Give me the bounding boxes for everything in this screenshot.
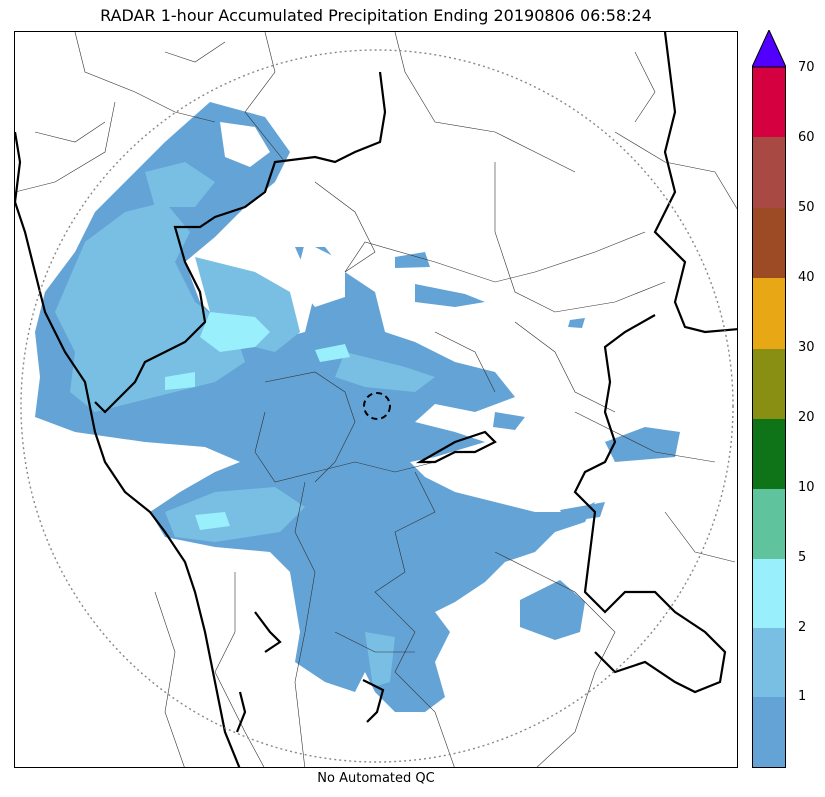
colorbar-tick-label: 70 <box>798 60 815 75</box>
colorbar-band-1 <box>752 628 786 697</box>
colorbar-band-8 <box>752 137 786 208</box>
colorbar-tick-label: 40 <box>798 270 815 285</box>
radar-map-canvas <box>15 32 737 767</box>
colorbar-tick-label: 5 <box>798 550 807 565</box>
colorbar-band-9 <box>752 67 786 137</box>
colorbar-tick-label: 60 <box>798 130 815 145</box>
radar-range-ring <box>20 49 734 763</box>
qc-note: No Automated QC <box>317 771 435 786</box>
colorbar-band-2 <box>752 559 786 628</box>
colorbar-band-0 <box>752 697 786 768</box>
precip-level-1 <box>35 102 680 712</box>
colorbar-band-5 <box>752 349 786 419</box>
precip-level-2 <box>55 162 435 687</box>
colorbar-outline <box>752 66 786 768</box>
state-boundaries <box>15 32 737 767</box>
radar-site-marker <box>363 392 391 420</box>
precip-gaps <box>220 122 345 307</box>
colorbar-tick-label: 2 <box>798 620 807 635</box>
colorbar-band-3 <box>752 489 786 559</box>
district-boundaries <box>15 32 737 767</box>
colorbar-tick-label: 10 <box>798 480 815 495</box>
radar-map[interactable] <box>14 31 738 768</box>
precip-level-3 <box>165 312 350 530</box>
colorbar-band-4 <box>752 419 786 489</box>
colorbar-band-7 <box>752 208 786 278</box>
colorbar-tick-label: 20 <box>798 410 815 425</box>
colorbar-tick-label: 1 <box>798 689 807 704</box>
colorbar-tick-label: 30 <box>798 340 815 355</box>
colorbar-band-6 <box>752 278 786 349</box>
colorbar-tick-label: 50 <box>798 200 815 215</box>
map-title: RADAR 1-hour Accumulated Precipitation E… <box>100 6 652 25</box>
precipitation-colorbar <box>752 30 786 768</box>
colorbar-extend-arrow <box>752 30 786 68</box>
